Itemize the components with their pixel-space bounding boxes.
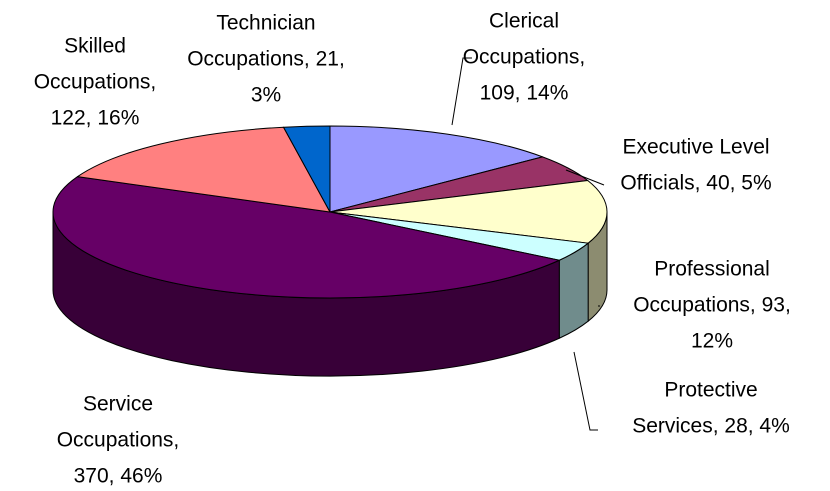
- data-label: Services, 28, 4%: [632, 415, 790, 438]
- data-label: Occupations, 21,: [187, 48, 345, 71]
- data-label: 3%: [251, 84, 281, 107]
- leader-line: [573, 351, 598, 431]
- data-label: Professional: [654, 258, 770, 281]
- data-label: Service: [83, 393, 153, 416]
- data-label: 12%: [691, 330, 733, 353]
- pie-slice: [283, 125, 331, 213]
- data-label: Occupations,: [57, 429, 180, 452]
- data-label: 109, 14%: [480, 82, 569, 105]
- pie-slice: [329, 179, 608, 244]
- data-label: Technician: [216, 12, 315, 35]
- pie-slice: [329, 125, 544, 213]
- data-label: 370, 46%: [74, 465, 163, 488]
- pie-tops: [52, 125, 608, 299]
- data-label: Skilled: [64, 35, 126, 58]
- data-label: Occupations, 93,: [633, 294, 791, 317]
- data-label: Protective: [664, 379, 757, 402]
- data-label: Officials, 40, 5%: [620, 172, 771, 195]
- leader-line: [451, 57, 472, 126]
- data-label: Executive Level: [622, 136, 769, 159]
- leader-line: [565, 169, 605, 186]
- leader-lines: [451, 57, 605, 431]
- labels: Clerical Occupations, 109, 14% Executive Le…: [34, 10, 791, 488]
- pie-slice: [52, 176, 560, 299]
- data-label: 122, 16%: [51, 107, 140, 130]
- pie-slice: [76, 126, 331, 213]
- data-label: Occupations,: [34, 71, 157, 94]
- data-label: Clerical: [489, 10, 559, 33]
- data-label: Occupations,: [463, 46, 586, 69]
